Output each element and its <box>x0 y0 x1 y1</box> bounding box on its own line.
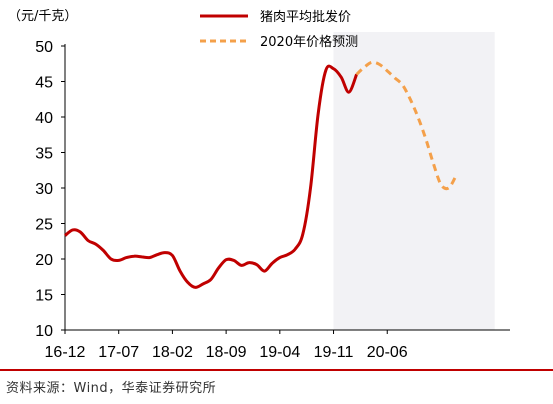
y-tick-label: 20 <box>35 252 53 269</box>
y-tick-label: 35 <box>35 146 53 163</box>
legend-label-wholesale-price: 猪肉平均批发价 <box>260 9 351 25</box>
y-tick-label: 25 <box>35 217 53 234</box>
y-tick-label: 15 <box>35 288 53 305</box>
series-line-forecast <box>355 60 458 191</box>
source-note: 资料来源：Wind，华泰证券研究所 <box>6 381 217 396</box>
y-tick-label: 45 <box>35 75 53 92</box>
x-tick-label: 18-02 <box>152 344 193 361</box>
legend: 猪肉平均批发价 2020年价格预测 <box>200 9 358 50</box>
x-tick-label: 18-09 <box>206 344 247 361</box>
legend-label-forecast: 2020年价格预测 <box>260 34 358 50</box>
x-tick-label: 19-04 <box>259 344 300 361</box>
y-tick-label: 50 <box>35 39 53 56</box>
x-tick-label: 19-11 <box>314 344 354 361</box>
footer-divider <box>0 369 553 371</box>
series-line-wholesale-price <box>64 64 359 289</box>
forecast-shaded-region <box>333 32 495 330</box>
x-tick-label: 20-06 <box>367 344 408 361</box>
x-axis: 16-12 17-07 18-02 18-09 19-04 19-11 20-06 <box>45 330 408 361</box>
y-tick-label: 30 <box>35 181 53 198</box>
y-tick-label: 10 <box>35 323 53 340</box>
y-tick-label: 40 <box>35 110 53 127</box>
y-axis: 10 15 20 25 30 35 40 45 50 <box>35 39 66 340</box>
y-unit-label: （元/千克） <box>8 9 77 24</box>
series-lines <box>64 60 458 289</box>
x-tick-label: 16-12 <box>45 344 86 361</box>
x-tick-label: 17-07 <box>98 344 139 361</box>
